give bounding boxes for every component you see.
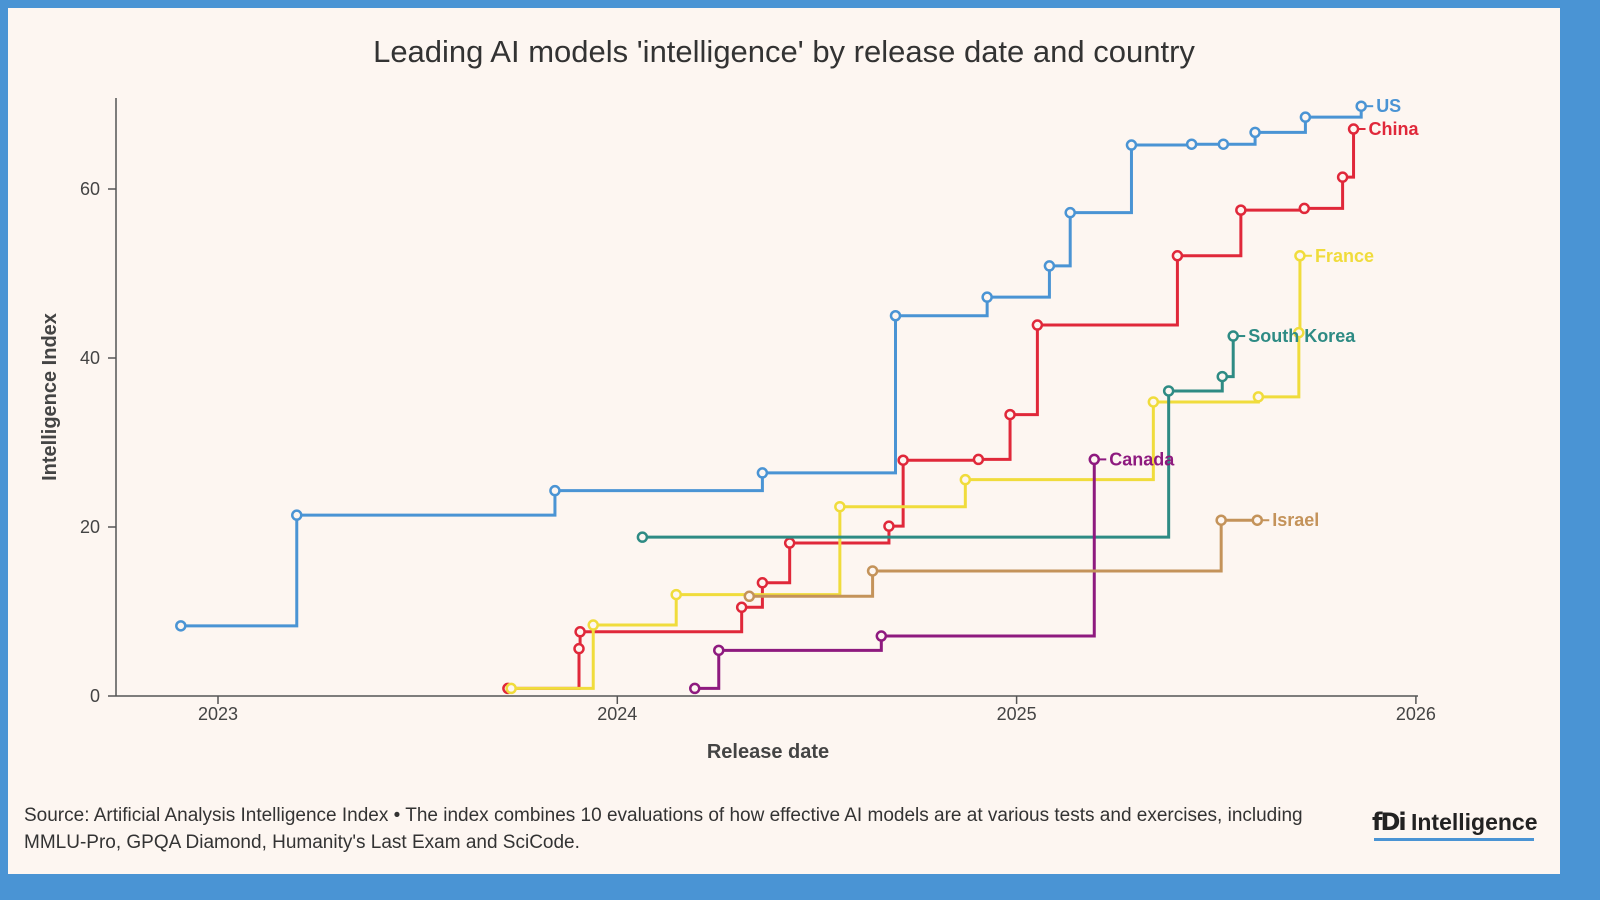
data-point-china (573, 642, 585, 655)
source-note: Source: Artificial Analysis Intelligence… (24, 805, 1303, 853)
data-point-china (972, 453, 985, 466)
data-point-china (574, 626, 586, 638)
x-tick-label: 2026 (1396, 704, 1436, 724)
data-point-china (1171, 250, 1184, 262)
y-axis-title: Intelligence Index (39, 313, 61, 481)
fdi-intelligence-logo: fDi Intelligence (1372, 808, 1538, 836)
data-point-canada (713, 644, 725, 657)
data-point-israel (866, 565, 879, 577)
series-line-israel (749, 518, 1258, 598)
series-line-canada (694, 459, 1096, 690)
data-point-israel (743, 590, 756, 603)
x-axis-title: Release date (707, 741, 829, 763)
data-point-us (1064, 206, 1076, 219)
data-point-us (981, 291, 993, 303)
series-label-canada: Canada (1109, 449, 1175, 469)
y-tick-label: 0 (90, 686, 100, 706)
data-point-us (1299, 111, 1312, 123)
data-point-us (1185, 138, 1198, 150)
data-point-south-korea (636, 531, 649, 543)
data-point-france (670, 588, 682, 601)
data-point-us (1217, 138, 1230, 150)
data-point-israel (1215, 514, 1227, 526)
data-point-south-korea (1216, 370, 1229, 383)
data-point-us (1043, 260, 1056, 272)
x-tick-label: 2025 (997, 704, 1037, 724)
data-point-france (959, 473, 972, 486)
series-label-israel: Israel (1272, 510, 1319, 530)
data-point-france (834, 500, 846, 513)
series-line-france (511, 255, 1302, 690)
data-point-china (1336, 171, 1349, 183)
y-tick-label: 60 (80, 179, 100, 199)
data-point-china (783, 537, 796, 549)
data-point-south-korea (1162, 385, 1175, 397)
data-point-us (1355, 100, 1367, 112)
data-point-france (1252, 391, 1265, 403)
data-point-china (1235, 204, 1247, 216)
data-point-canada (689, 682, 701, 695)
data-point-us (1249, 126, 1261, 139)
x-tick-label: 2023 (198, 704, 238, 724)
series-line-us (180, 106, 1363, 628)
logo-fdi: fDi (1372, 808, 1407, 836)
data-point-france (1147, 396, 1160, 408)
series-label-france: France (1315, 246, 1374, 266)
data-point-canada (875, 630, 888, 642)
data-point-china (1347, 123, 1360, 135)
data-point-france (505, 682, 517, 695)
data-point-south-korea (1227, 330, 1239, 342)
x-tick-label: 2024 (597, 704, 637, 724)
series-label-south-korea: South Korea (1248, 326, 1356, 346)
chart-title: Leading AI models 'intelligence' by rele… (373, 34, 1195, 69)
data-point-china (1004, 408, 1016, 421)
data-point-us (175, 620, 187, 632)
data-point-us (1125, 139, 1138, 151)
data-point-us (756, 467, 769, 479)
logo-underline (1374, 838, 1534, 841)
data-point-china (1298, 202, 1311, 215)
data-point-canada (1088, 453, 1101, 466)
data-point-china (883, 520, 895, 532)
data-point-china (897, 454, 909, 466)
data-point-china (1031, 319, 1044, 331)
series-label-china: China (1369, 119, 1420, 139)
data-point-us (291, 509, 303, 521)
y-tick-label: 20 (80, 517, 100, 537)
data-point-israel (1251, 514, 1264, 526)
chart-frame (8, 8, 1560, 874)
data-point-france (1294, 250, 1306, 262)
data-point-france (1293, 326, 1305, 339)
logo-text: Intelligence (1410, 809, 1538, 835)
data-point-us (889, 310, 902, 322)
series-label-us: US (1376, 96, 1401, 116)
data-point-us (549, 484, 561, 497)
y-tick-label: 40 (80, 348, 100, 368)
data-point-china (735, 601, 748, 614)
series-line-china (507, 129, 1356, 690)
data-point-france (587, 619, 599, 631)
data-point-china (756, 577, 769, 589)
series-line-south-korea (642, 336, 1235, 539)
